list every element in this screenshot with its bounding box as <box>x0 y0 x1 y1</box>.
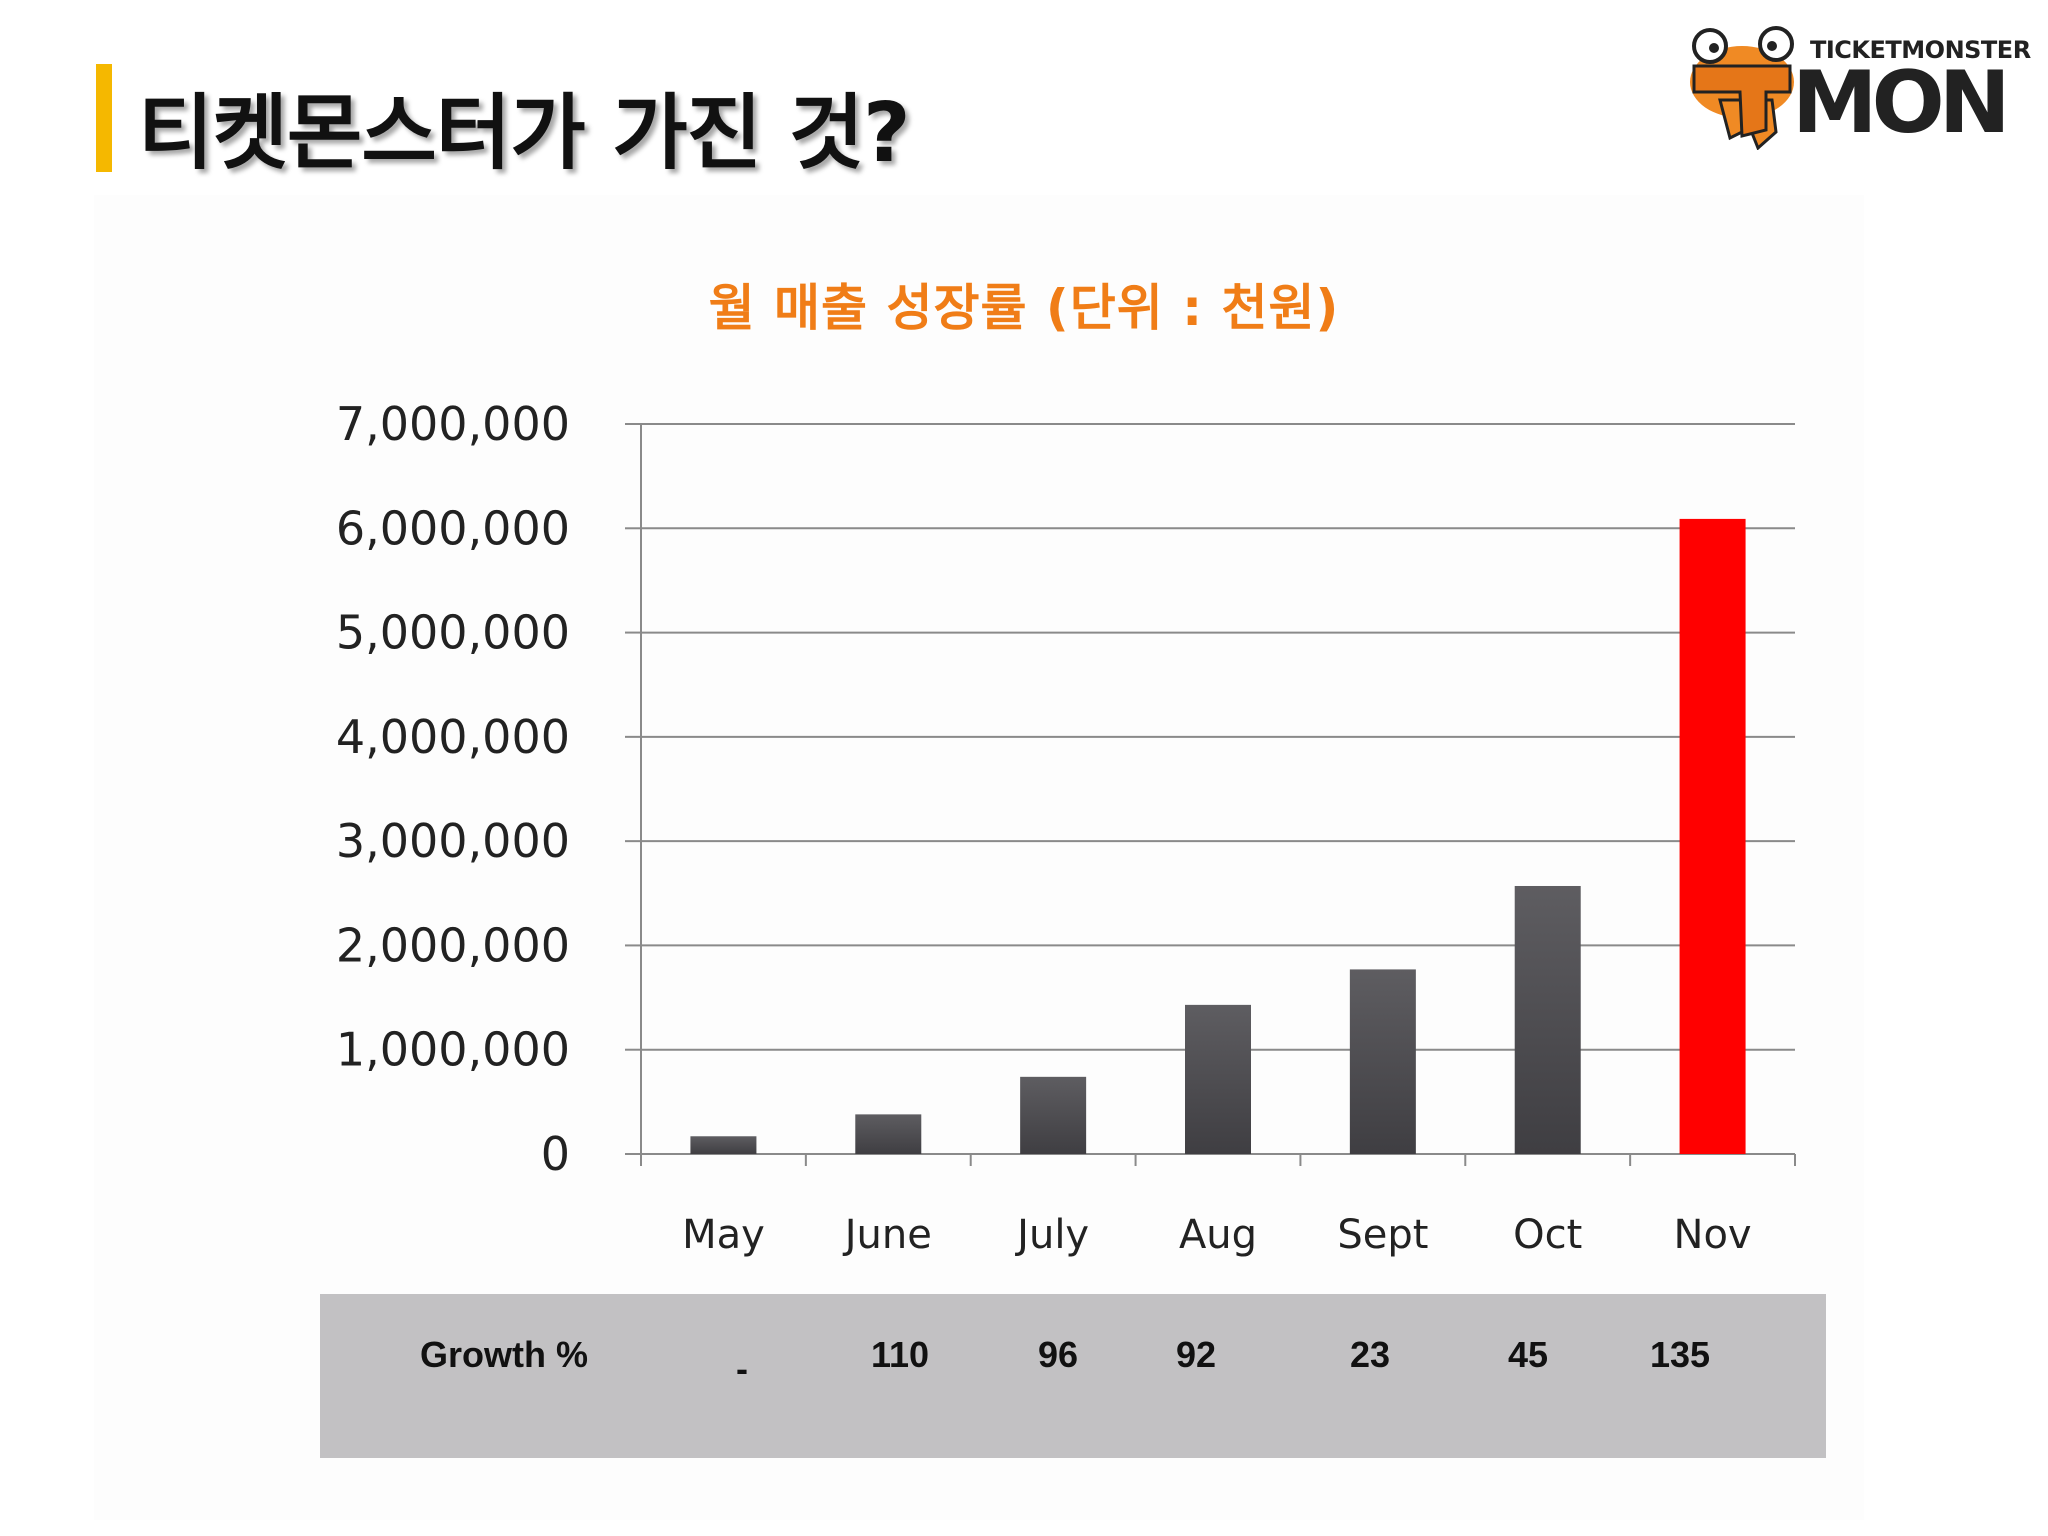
title-accent-bar <box>96 64 112 172</box>
y-tick-label: 1,000,000 <box>336 1023 570 1077</box>
growth-value-july: 96 <box>1037 1334 1079 1375</box>
x-tick-label: May <box>682 1212 765 1258</box>
growth-value-aug: 92 <box>1175 1334 1217 1375</box>
growth-value-sept: 23 <box>1349 1334 1391 1375</box>
ticketmonster-logo: TICKETMONSTER MON <box>1680 20 2031 153</box>
y-tick-label: 0 <box>541 1127 570 1181</box>
x-tick-label: Aug <box>1179 1212 1257 1258</box>
y-tick-label: 2,000,000 <box>336 918 570 972</box>
growth-value-june: 110 <box>870 1334 930 1375</box>
chart-title: 월 매출 성장률 (단위 : 천원) <box>708 279 1340 337</box>
bar-oct <box>1514 885 1581 1154</box>
grid-lines <box>641 423 1795 1051</box>
bar-june <box>855 1114 922 1154</box>
x-tick-label: June <box>842 1212 932 1258</box>
bar-sept <box>1349 969 1416 1154</box>
bars <box>690 518 1746 1154</box>
growth-table: Growth % - 110 96 92 23 45 135 <box>320 1294 1826 1458</box>
x-tick-label: July <box>1014 1212 1089 1258</box>
slide-title: 티켓몬스터가 가진 것? <box>138 86 911 181</box>
growth-label: Growth % <box>420 1334 588 1375</box>
bar-nov <box>1679 518 1746 1154</box>
bar-aug <box>1185 1004 1251 1154</box>
logo-main-text: MON <box>1792 53 2011 153</box>
growth-value-nov: 135 <box>1649 1334 1711 1375</box>
x-tick-label: Oct <box>1513 1212 1582 1258</box>
y-tick-label: 4,000,000 <box>336 710 570 764</box>
bar-may <box>690 1136 757 1154</box>
x-tick-label: Sept <box>1337 1212 1428 1258</box>
monster-mascot-icon <box>1690 26 1794 150</box>
growth-value-may: - <box>736 1348 748 1389</box>
bar-july <box>1020 1076 1087 1154</box>
logo-top-text: TICKETMONSTER <box>1810 36 2031 64</box>
y-tick-label: 5,000,000 <box>336 606 570 660</box>
y-tick-label: 3,000,000 <box>336 814 570 868</box>
x-tick-label: Nov <box>1674 1212 1752 1258</box>
bar-chart: 0 1,000,000 2,000,000 3,000,000 4,000,000 5,0… <box>336 397 1796 1258</box>
tick-labels: 0 1,000,000 2,000,000 3,000,000 4,000,000 5,0… <box>336 397 1752 1258</box>
y-tick-label: 7,000,000 <box>336 397 570 451</box>
y-tick-label: 6,000,000 <box>336 501 570 555</box>
growth-value-oct: 45 <box>1507 1334 1549 1375</box>
